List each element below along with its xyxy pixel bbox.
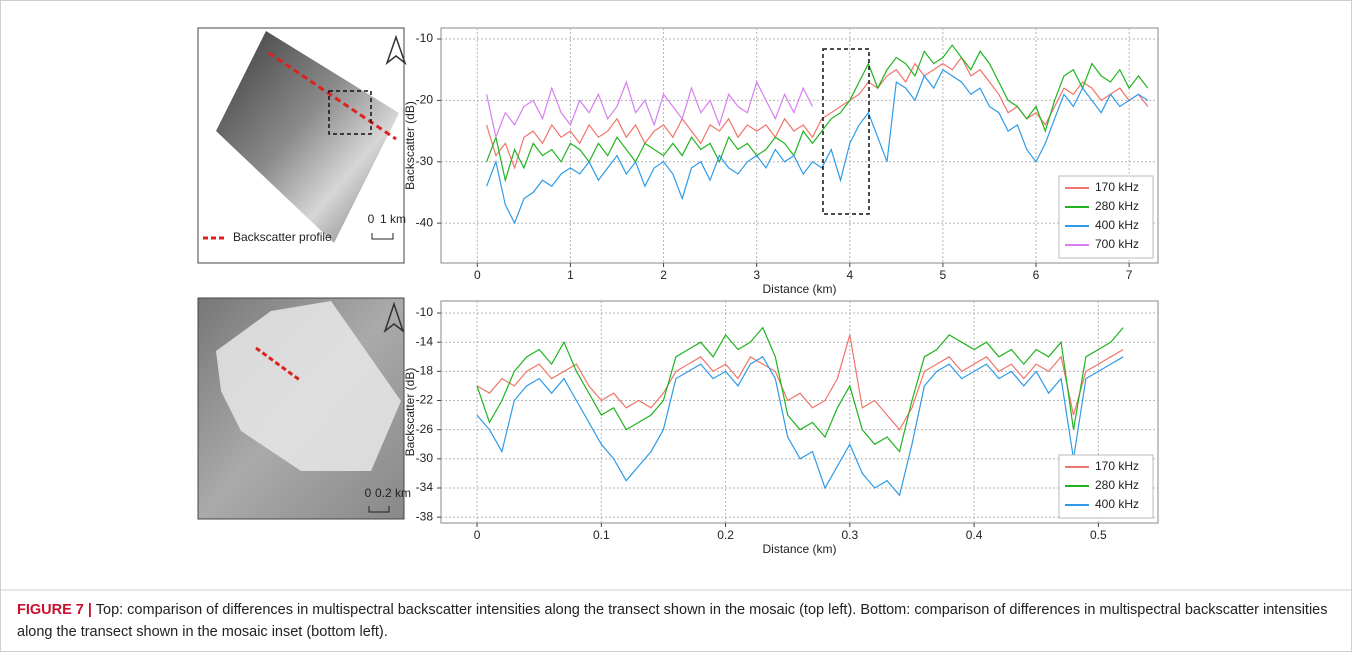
x-tick-label: 7: [1126, 268, 1133, 282]
mosaic-image: [216, 31, 399, 243]
y-tick-label: -30: [416, 154, 434, 168]
transect: [268, 51, 397, 141]
x-tick-label: 0.3: [841, 528, 858, 542]
north-arrow: [385, 34, 407, 66]
y-tick-label: -30: [416, 451, 434, 465]
x-tick-label: 2: [660, 268, 667, 282]
transect: [255, 346, 302, 383]
series-line: [476, 334, 1124, 431]
x-tick-label: 5: [940, 268, 947, 282]
x-tick-label: 4: [846, 268, 853, 282]
legend-label: 400 kHz: [1095, 497, 1139, 511]
scale-label: 0.2 km: [375, 486, 411, 500]
y-tick-label: -14: [416, 334, 434, 348]
plot-area: [440, 300, 1159, 524]
legend-label: 400 kHz: [1095, 218, 1139, 232]
x-tick-label: 0.5: [1090, 528, 1107, 542]
x-axis-title: Distance (km): [762, 542, 836, 556]
x-tick-label: 0.1: [593, 528, 610, 542]
caption: FIGURE 7 | Top: comparison of difference…: [17, 599, 1337, 643]
plot-area: [440, 27, 1159, 264]
highlight-box: [822, 48, 870, 215]
y-tick-label: -10: [416, 31, 434, 45]
mosaic-legend: Backscatter profile: [233, 230, 332, 244]
caption-text: Top: comparison of differences in multis…: [17, 602, 1328, 640]
y-tick-label: -26: [416, 422, 434, 436]
x-tick-label: 0.4: [966, 528, 983, 542]
figure-panels: Backscatter profile 0 1 km 0 0.2 km -10 -…: [1, 27, 1351, 591]
scale-bar: [371, 233, 394, 240]
x-axis-title: Distance (km): [762, 282, 836, 296]
legend-label: 170 kHz: [1095, 459, 1139, 473]
series-line: [486, 44, 1149, 183]
inset-box: [328, 90, 372, 135]
y-axis-title: Backscatter (dB): [403, 101, 417, 190]
caption-label: FIGURE 7 |: [17, 602, 92, 618]
scale-zero: 0: [368, 212, 375, 226]
north-arrow: [383, 301, 405, 334]
scale-label: 1 km: [380, 212, 406, 226]
x-tick-label: 0: [474, 268, 481, 282]
series-line: [486, 56, 1149, 170]
y-tick-label: -34: [416, 480, 434, 494]
x-tick-label: 1: [567, 268, 574, 282]
scale-zero: 0: [365, 486, 372, 500]
y-tick-label: -20: [416, 93, 434, 107]
y-tick-label: -22: [416, 393, 434, 407]
x-tick-label: 0: [474, 528, 481, 542]
scale-bar: [368, 506, 390, 513]
y-tick-label: -38: [416, 509, 434, 523]
legend-label: 280 kHz: [1095, 199, 1139, 213]
legend-label: 700 kHz: [1095, 237, 1139, 251]
series-line: [476, 355, 1124, 497]
series-line: [486, 80, 814, 140]
legend-label: 280 kHz: [1095, 478, 1139, 492]
x-tick-label: 3: [753, 268, 760, 282]
x-tick-label: 6: [1033, 268, 1040, 282]
y-axis-title: Backscatter (dB): [403, 368, 417, 457]
legend-label: 170 kHz: [1095, 180, 1139, 194]
y-tick-label: -18: [416, 364, 434, 378]
x-tick-label: 0.2: [717, 528, 734, 542]
y-tick-label: -10: [416, 305, 434, 319]
mosaic-bright-area: [216, 301, 401, 471]
y-tick-label: -40: [416, 215, 434, 229]
series-line: [486, 68, 1149, 225]
series-line: [476, 326, 1124, 453]
